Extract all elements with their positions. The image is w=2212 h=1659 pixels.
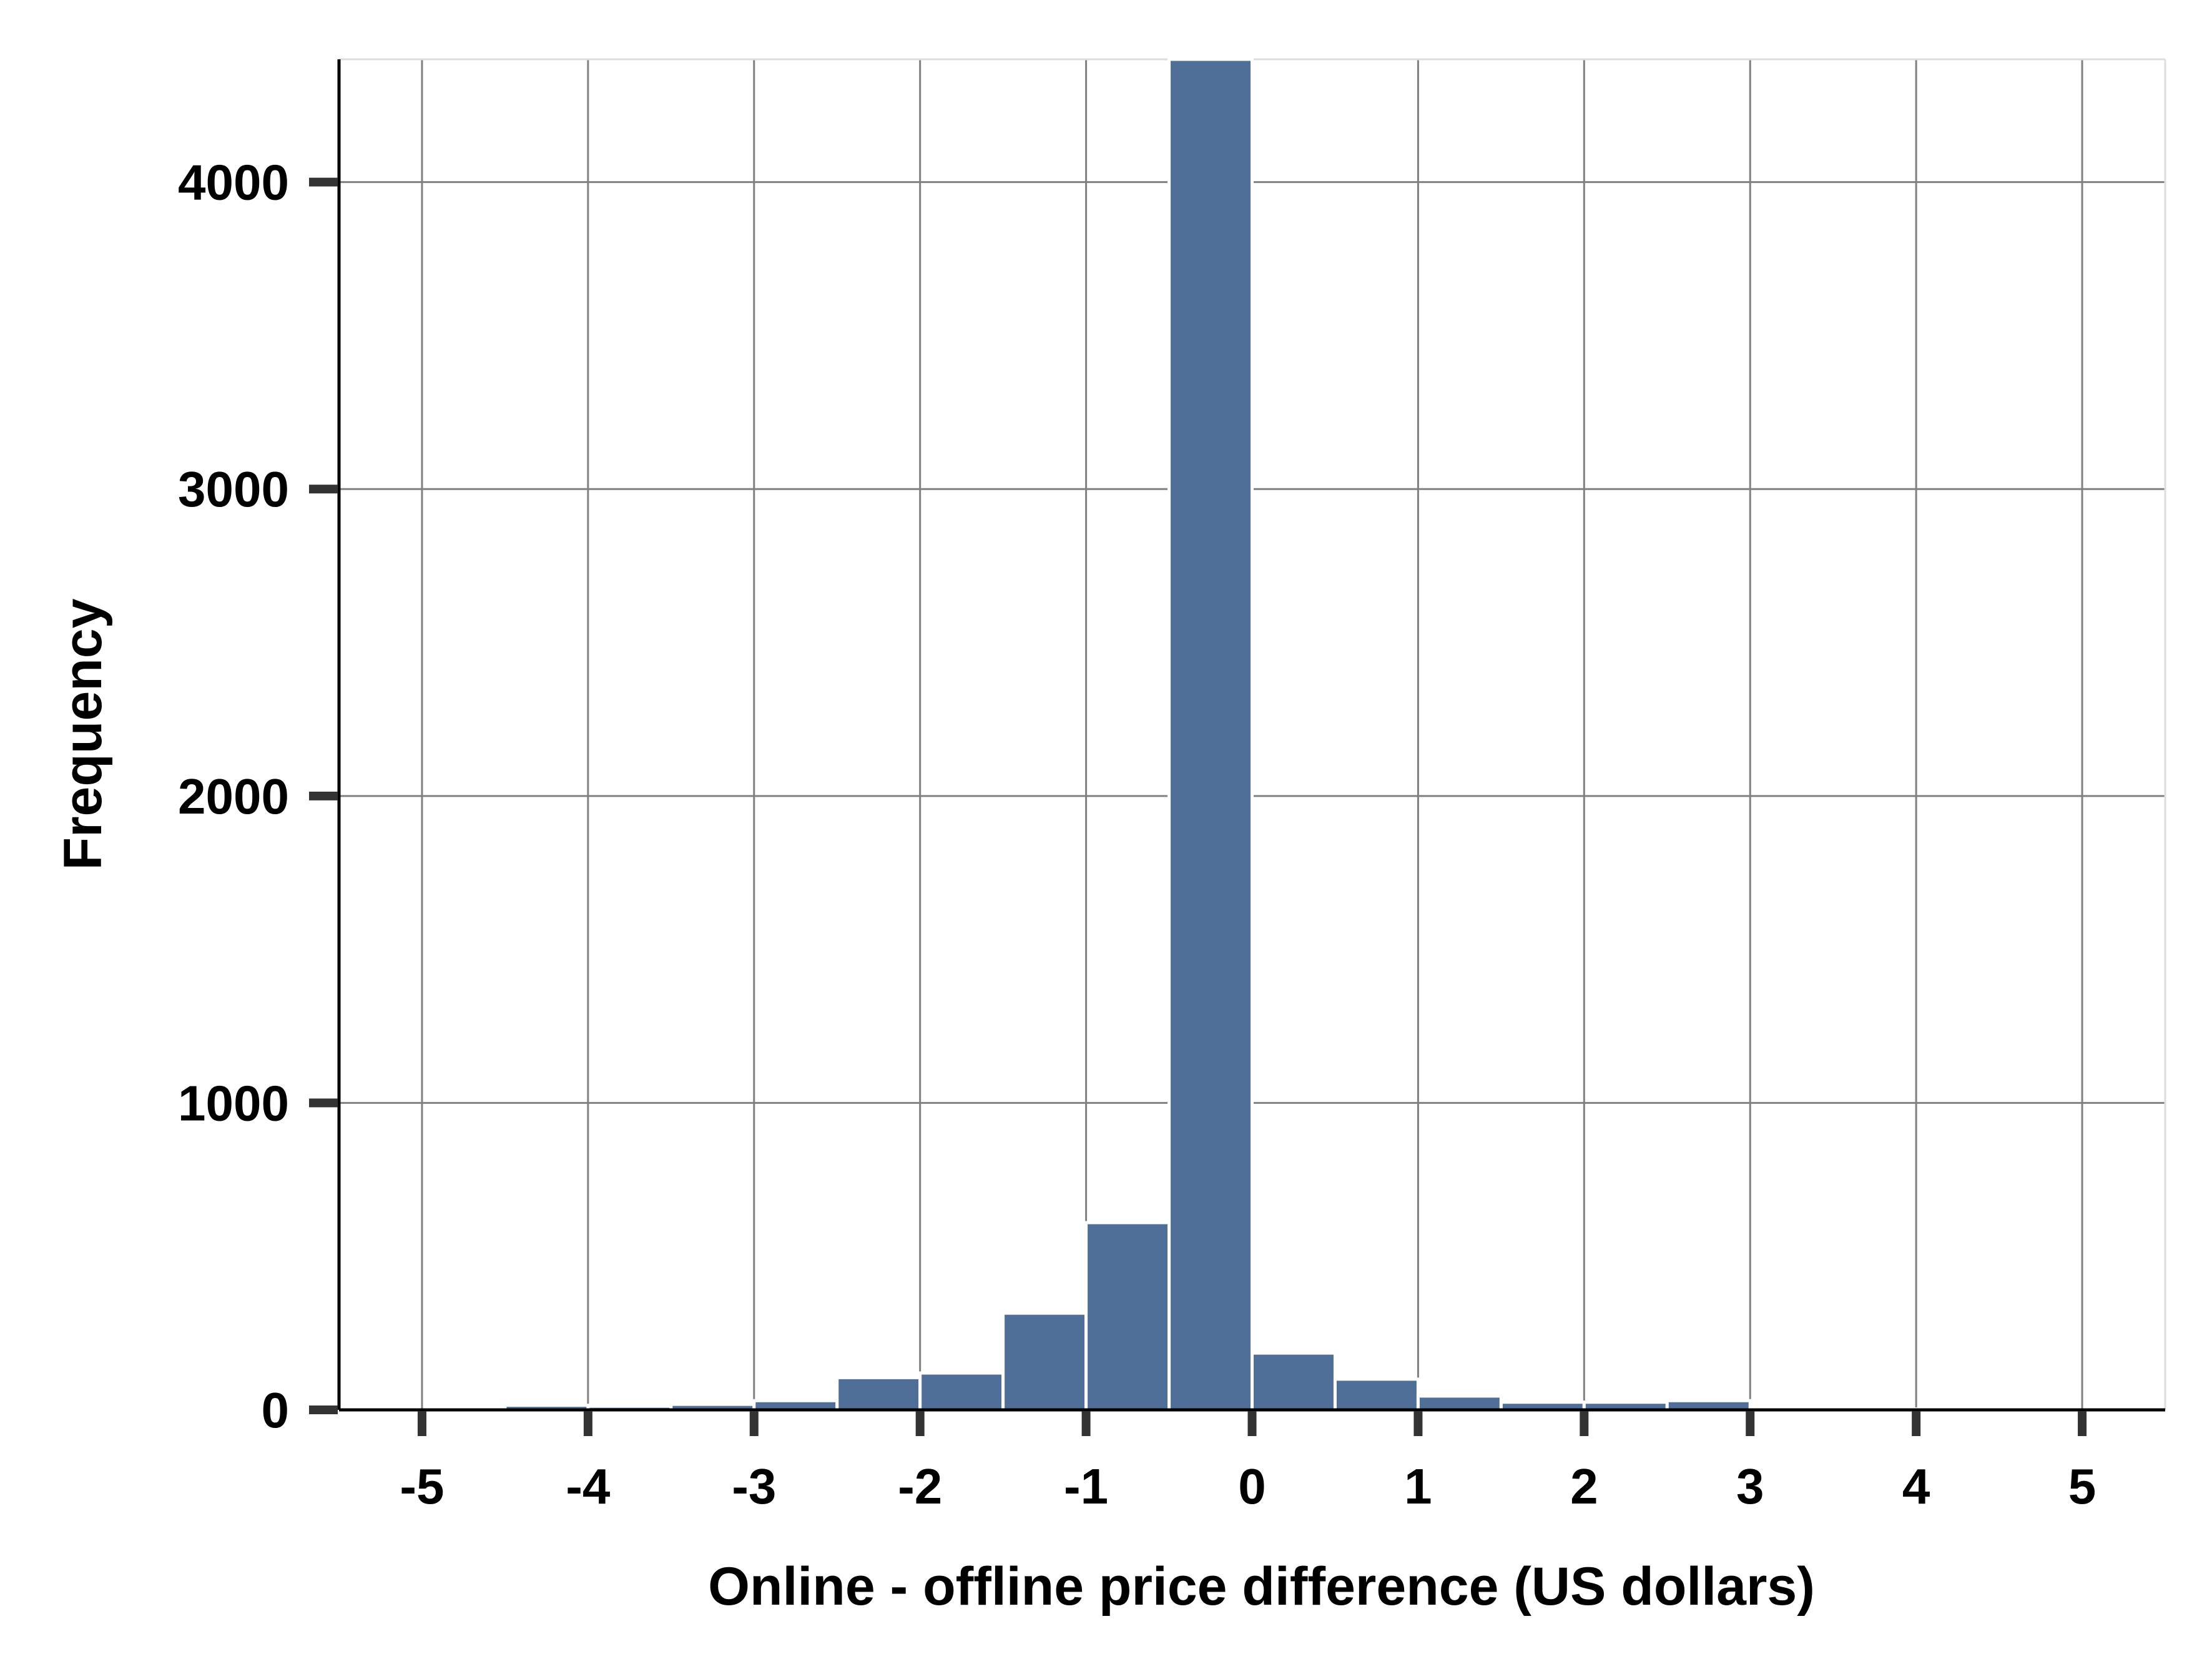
x-tick-label: -1 [1064,1459,1108,1514]
y-tick-label: 1000 [178,1075,289,1131]
histogram-bar [1167,57,1254,1412]
y-axis-ticks: 0 1000 2000 3000 4000 [178,155,338,1438]
histogram-bar [1251,1351,1337,1412]
x-axis-title: Online - offline price difference (US do… [708,1557,1815,1617]
axes [337,59,2165,1412]
y-tick-label: 4000 [178,155,289,210]
y-tick-label: 3000 [178,461,289,517]
x-tick-label: 0 [1238,1459,1266,1514]
x-tick-label: -3 [732,1459,776,1514]
y-tick-label: 0 [262,1382,290,1438]
y-axis-title: Frequency [53,598,113,870]
histogram-bar [1001,1311,1088,1412]
x-tick-label: 2 [1570,1459,1598,1514]
y-tick-label: 2000 [178,769,289,824]
x-axis-ticks: -5 -4 -3 -2 -1 0 1 2 3 4 5 [400,1411,2096,1514]
histogram-bar [1084,1221,1171,1412]
x-tick-label: -5 [400,1459,444,1514]
x-tick-label: -4 [566,1459,611,1514]
x-tick-label: 3 [1736,1459,1764,1514]
x-tick-label: 4 [1902,1459,1930,1514]
histogram-bar [835,1376,922,1412]
histogram-bar [1333,1377,1420,1412]
x-tick-label: -2 [898,1459,942,1514]
histogram-bar [918,1371,1005,1412]
x-tick-label: 5 [2068,1459,2096,1514]
histogram-bar [1416,1394,1503,1412]
x-tick-label: 1 [1404,1459,1432,1514]
